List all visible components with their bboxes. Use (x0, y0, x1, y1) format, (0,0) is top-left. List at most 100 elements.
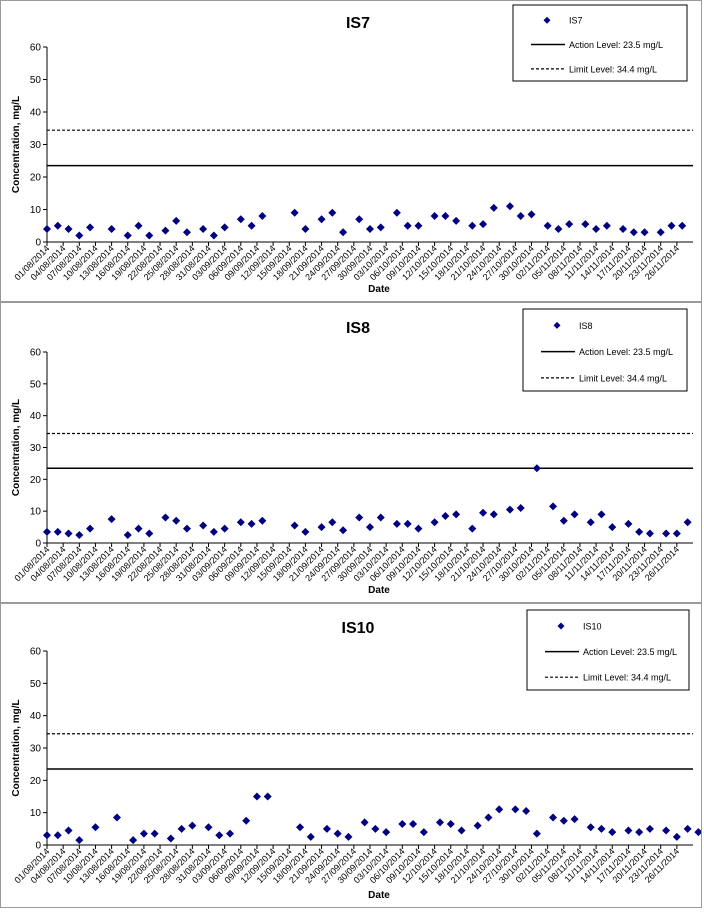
data-point (328, 518, 337, 527)
chart-title: IS10 (342, 620, 375, 637)
data-point (182, 228, 191, 237)
data-point (516, 503, 525, 512)
legend-marker-series (553, 321, 561, 329)
data-point (597, 510, 606, 519)
data-point (452, 216, 461, 225)
data-point (360, 818, 369, 827)
data-point (392, 519, 401, 528)
legend-entry-series: IS7 (569, 16, 583, 26)
data-point (468, 221, 477, 230)
y-tick-label: 60 (30, 43, 42, 54)
data-point (581, 220, 590, 229)
data-point (624, 826, 633, 835)
x-axis-label: Date (368, 890, 390, 901)
data-point (403, 221, 412, 230)
data-point (290, 208, 299, 217)
data-point (199, 225, 208, 233)
data-point (403, 519, 412, 528)
y-axis-label: Concentration, mg/L (11, 399, 22, 496)
data-point (694, 828, 703, 837)
data-point (86, 524, 95, 533)
data-point (549, 502, 558, 511)
data-point (602, 221, 611, 230)
y-axis-label: Concentration, mg/L (11, 699, 22, 796)
y-tick-label: 60 (30, 348, 42, 359)
data-point (366, 225, 374, 233)
data-point (452, 510, 461, 519)
data-point (505, 505, 514, 514)
data-point (435, 818, 444, 827)
data-point (409, 819, 418, 828)
data-point (683, 518, 692, 527)
data-point (53, 221, 62, 230)
data-point (366, 523, 374, 532)
data-point (134, 524, 143, 533)
data-point (317, 523, 326, 532)
y-tick-label: 40 (30, 108, 42, 119)
data-point (145, 231, 154, 240)
data-point (586, 518, 595, 527)
data-point (43, 225, 51, 233)
chart-panel-is8: IS8 Concentration, mg/L 0 10 20 30 40 50 60 01/08… (0, 302, 702, 603)
data-point (505, 202, 514, 211)
data-point (592, 225, 601, 233)
legend-marker-series (543, 16, 551, 24)
data-point (43, 527, 51, 536)
data-point (91, 823, 100, 832)
y-tick-label: 0 (35, 238, 41, 249)
data-point (242, 816, 251, 825)
data-point (301, 225, 310, 233)
data-point (53, 831, 62, 840)
data-point (236, 215, 245, 224)
data-point (662, 529, 671, 538)
chart-title: IS8 (346, 320, 370, 337)
legend-box (522, 308, 688, 392)
data-point (220, 524, 229, 533)
legend-entry-series: IS8 (579, 321, 593, 331)
data-point (479, 220, 488, 229)
y-tick-label: 30 (30, 443, 42, 454)
data-point (672, 832, 681, 841)
data-point (53, 527, 62, 536)
data-point (209, 527, 218, 536)
data-point (645, 529, 654, 538)
data-point (86, 223, 95, 232)
data-point (419, 828, 428, 837)
data-point (322, 824, 331, 833)
y-tick-label: 40 (30, 711, 42, 722)
data-point (376, 223, 385, 232)
y-tick-label: 50 (30, 75, 42, 86)
data-point (129, 836, 138, 845)
y-tick-label: 30 (30, 140, 42, 151)
data-point (123, 531, 132, 540)
data-point (484, 813, 493, 822)
data-point (473, 821, 482, 830)
data-point (586, 823, 595, 832)
data-point (570, 815, 579, 824)
data-point (398, 819, 407, 828)
data-point (290, 521, 299, 530)
data-point (635, 527, 644, 536)
data-point (139, 829, 148, 838)
data-point (64, 225, 73, 233)
data-point (376, 513, 385, 522)
data-point (495, 805, 504, 814)
x-axis-label: Date (368, 284, 390, 295)
data-point (479, 508, 488, 517)
y-tick-label: 20 (30, 173, 42, 184)
data-point (333, 829, 342, 838)
data-point (554, 225, 563, 233)
data-point (188, 821, 197, 830)
data-point (629, 228, 638, 237)
data-point (339, 526, 348, 535)
data-point (166, 834, 175, 843)
data-point (355, 215, 364, 224)
data-point (683, 824, 692, 833)
data-point (306, 832, 315, 841)
data-point (532, 464, 541, 473)
data-point (150, 829, 159, 838)
data-point (220, 223, 229, 232)
chart-panel-is7: IS7 Concentration, mg/L 0 10 20 30 40 50 60 01/08… (0, 0, 702, 302)
